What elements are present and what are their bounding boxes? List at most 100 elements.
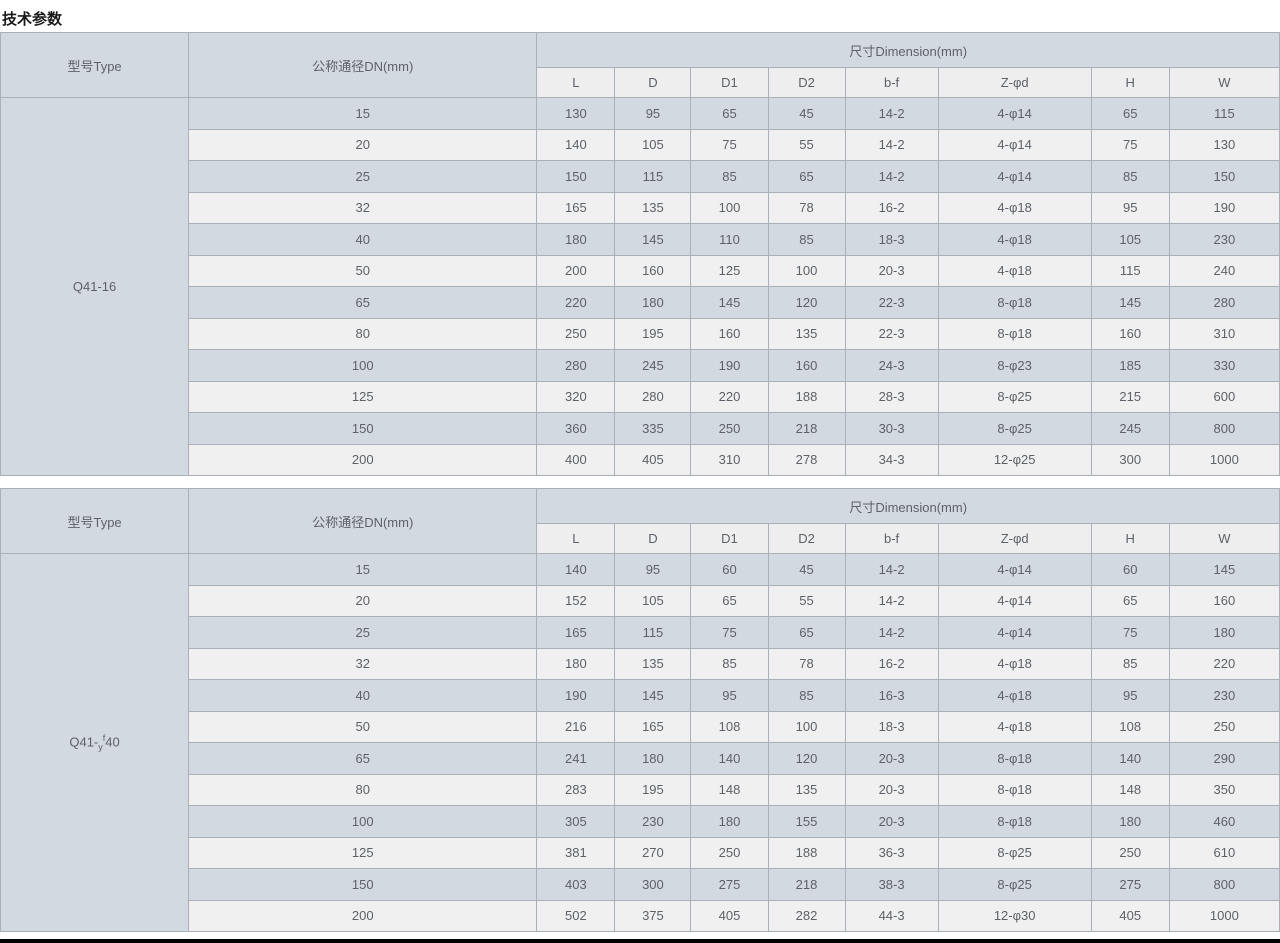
cell-d: 105 bbox=[614, 128, 692, 161]
cell-h: 95 bbox=[1090, 679, 1170, 712]
cell-h: 85 bbox=[1090, 160, 1170, 193]
cell-w: 350 bbox=[1168, 773, 1280, 806]
cell-w: 160 bbox=[1168, 584, 1280, 617]
cell-l: 320 bbox=[536, 380, 616, 413]
table-body: Q41-yf40 15 140 95 60 45 14-2 4-φ14 60 145 20 152 10… bbox=[0, 553, 1280, 932]
cell-h: 115 bbox=[1090, 254, 1170, 287]
table-row: 200 400 405 310 278 34-3 12-φ25 300 1000 bbox=[1, 443, 1280, 476]
cell-d1: 110 bbox=[690, 223, 769, 256]
cell-bf: 14-2 bbox=[844, 553, 939, 586]
column-header-nominal-diameter: 公称通径DN(mm) bbox=[188, 488, 538, 554]
cell-d: 300 bbox=[614, 868, 692, 901]
cell-nominal-diameter: 50 bbox=[188, 710, 538, 743]
column-header-d: D bbox=[614, 523, 692, 554]
cell-h: 75 bbox=[1090, 128, 1170, 161]
page-title: 技术参数 bbox=[2, 11, 63, 28]
cell-d: 280 bbox=[614, 380, 692, 413]
cell-nominal-diameter: 20 bbox=[188, 584, 538, 617]
cell-d: 95 bbox=[614, 553, 692, 586]
cell-type-label: Q41-yf40 bbox=[0, 553, 190, 932]
table-row: 125 381 270 250 188 36-3 8-φ25 250 610 bbox=[1, 836, 1280, 869]
cell-d1: 108 bbox=[690, 710, 769, 743]
cell-d1: 75 bbox=[690, 128, 769, 161]
column-header-d1: D1 bbox=[690, 523, 769, 554]
cell-z: 4-φ14 bbox=[937, 553, 1092, 586]
column-header-z: Z-φd bbox=[937, 523, 1092, 554]
spec-table-2: 型号Type 公称通径DN(mm) 尺寸Dimension(mm) L D D1 D2 b-f… bbox=[0, 488, 1280, 932]
cell-z: 4-φ18 bbox=[937, 254, 1092, 287]
cell-h: 140 bbox=[1090, 742, 1170, 775]
cell-w: 180 bbox=[1168, 616, 1280, 649]
cell-d2: 218 bbox=[767, 868, 846, 901]
table-row: 65 220 180 145 120 22-3 8-φ18 145 280 bbox=[1, 286, 1280, 319]
table-row: 80 283 195 148 135 20-3 8-φ18 148 350 bbox=[1, 773, 1280, 806]
cell-h: 275 bbox=[1090, 868, 1170, 901]
cell-w: 230 bbox=[1168, 679, 1280, 712]
cell-d: 375 bbox=[614, 899, 692, 932]
cell-bf: 44-3 bbox=[844, 899, 939, 932]
table-row: Q41-yf40 15 140 95 60 45 14-2 4-φ14 60 145 bbox=[0, 553, 1280, 932]
cell-h: 65 bbox=[1090, 97, 1170, 130]
column-header-h: H bbox=[1090, 523, 1170, 554]
cell-d: 165 bbox=[614, 710, 692, 743]
cell-l: 381 bbox=[536, 836, 616, 869]
cell-nominal-diameter: 80 bbox=[188, 317, 538, 350]
cell-d: 135 bbox=[614, 647, 692, 680]
cell-nominal-diameter: 65 bbox=[188, 742, 538, 775]
cell-d2: 188 bbox=[767, 380, 846, 413]
cell-d: 245 bbox=[614, 349, 692, 382]
cell-nominal-diameter: 20 bbox=[188, 128, 538, 161]
table-row: 150 360 335 250 218 30-3 8-φ25 245 800 bbox=[1, 412, 1280, 445]
cell-w: 800 bbox=[1168, 412, 1280, 445]
cell-z: 12-φ25 bbox=[937, 443, 1092, 476]
header-row-subcolumns: L D D1 D2 b-f Z-φd H W bbox=[1, 523, 1280, 554]
cell-nominal-diameter: 100 bbox=[188, 349, 538, 382]
cell-bf: 18-3 bbox=[844, 223, 939, 256]
cell-d2: 100 bbox=[767, 254, 846, 287]
cell-bf: 14-2 bbox=[844, 97, 939, 130]
table-row: 25 150 115 85 65 14-2 4-φ14 85 150 bbox=[1, 160, 1280, 193]
cell-nominal-diameter: 125 bbox=[188, 836, 538, 869]
cell-w: 330 bbox=[1168, 349, 1280, 382]
cell-h: 95 bbox=[1090, 191, 1170, 224]
column-header-d: D bbox=[614, 67, 692, 98]
cell-z: 4-φ14 bbox=[937, 97, 1092, 130]
cell-l: 280 bbox=[536, 349, 616, 382]
cell-w: 290 bbox=[1168, 742, 1280, 775]
column-header-d2: D2 bbox=[767, 523, 846, 554]
cell-nominal-diameter: 200 bbox=[188, 443, 538, 476]
column-header-l: L bbox=[536, 523, 616, 554]
cell-d2: 78 bbox=[767, 647, 846, 680]
cell-l: 305 bbox=[536, 805, 616, 838]
cell-d2: 45 bbox=[767, 97, 846, 130]
cell-w: 800 bbox=[1168, 868, 1280, 901]
table-row: 20 152 105 65 55 14-2 4-φ14 65 160 bbox=[1, 584, 1280, 617]
table-row: 150 403 300 275 218 38-3 8-φ25 275 800 bbox=[1, 868, 1280, 901]
header-row-group: 型号Type 公称通径DN(mm) 尺寸Dimension(mm) bbox=[0, 32, 1280, 98]
cell-w: 145 bbox=[1168, 553, 1280, 586]
table-separator-gap bbox=[0, 476, 1280, 488]
cell-z: 8-φ25 bbox=[937, 412, 1092, 445]
cell-nominal-diameter: 65 bbox=[188, 286, 538, 319]
cell-h: 215 bbox=[1090, 380, 1170, 413]
cell-w: 610 bbox=[1168, 836, 1280, 869]
table-row: 100 305 230 180 155 20-3 8-φ18 180 460 bbox=[1, 805, 1280, 838]
cell-z: 4-φ18 bbox=[937, 679, 1092, 712]
cell-d: 230 bbox=[614, 805, 692, 838]
cell-w: 240 bbox=[1168, 254, 1280, 287]
cell-bf: 30-3 bbox=[844, 412, 939, 445]
cell-l: 400 bbox=[536, 443, 616, 476]
cell-l: 360 bbox=[536, 412, 616, 445]
table-row: 80 250 195 160 135 22-3 8-φ18 160 310 bbox=[1, 317, 1280, 350]
cell-l: 502 bbox=[536, 899, 616, 932]
cell-nominal-diameter: 100 bbox=[188, 805, 538, 838]
cell-d1: 160 bbox=[690, 317, 769, 350]
column-header-type: 型号Type bbox=[0, 32, 190, 98]
cell-z: 4-φ18 bbox=[937, 223, 1092, 256]
cell-d: 105 bbox=[614, 584, 692, 617]
cell-d: 160 bbox=[614, 254, 692, 287]
cell-d1: 95 bbox=[690, 679, 769, 712]
table-row: 125 320 280 220 188 28-3 8-φ25 215 600 bbox=[1, 380, 1280, 413]
column-header-nominal-diameter: 公称通径DN(mm) bbox=[188, 32, 538, 98]
cell-bf: 36-3 bbox=[844, 836, 939, 869]
